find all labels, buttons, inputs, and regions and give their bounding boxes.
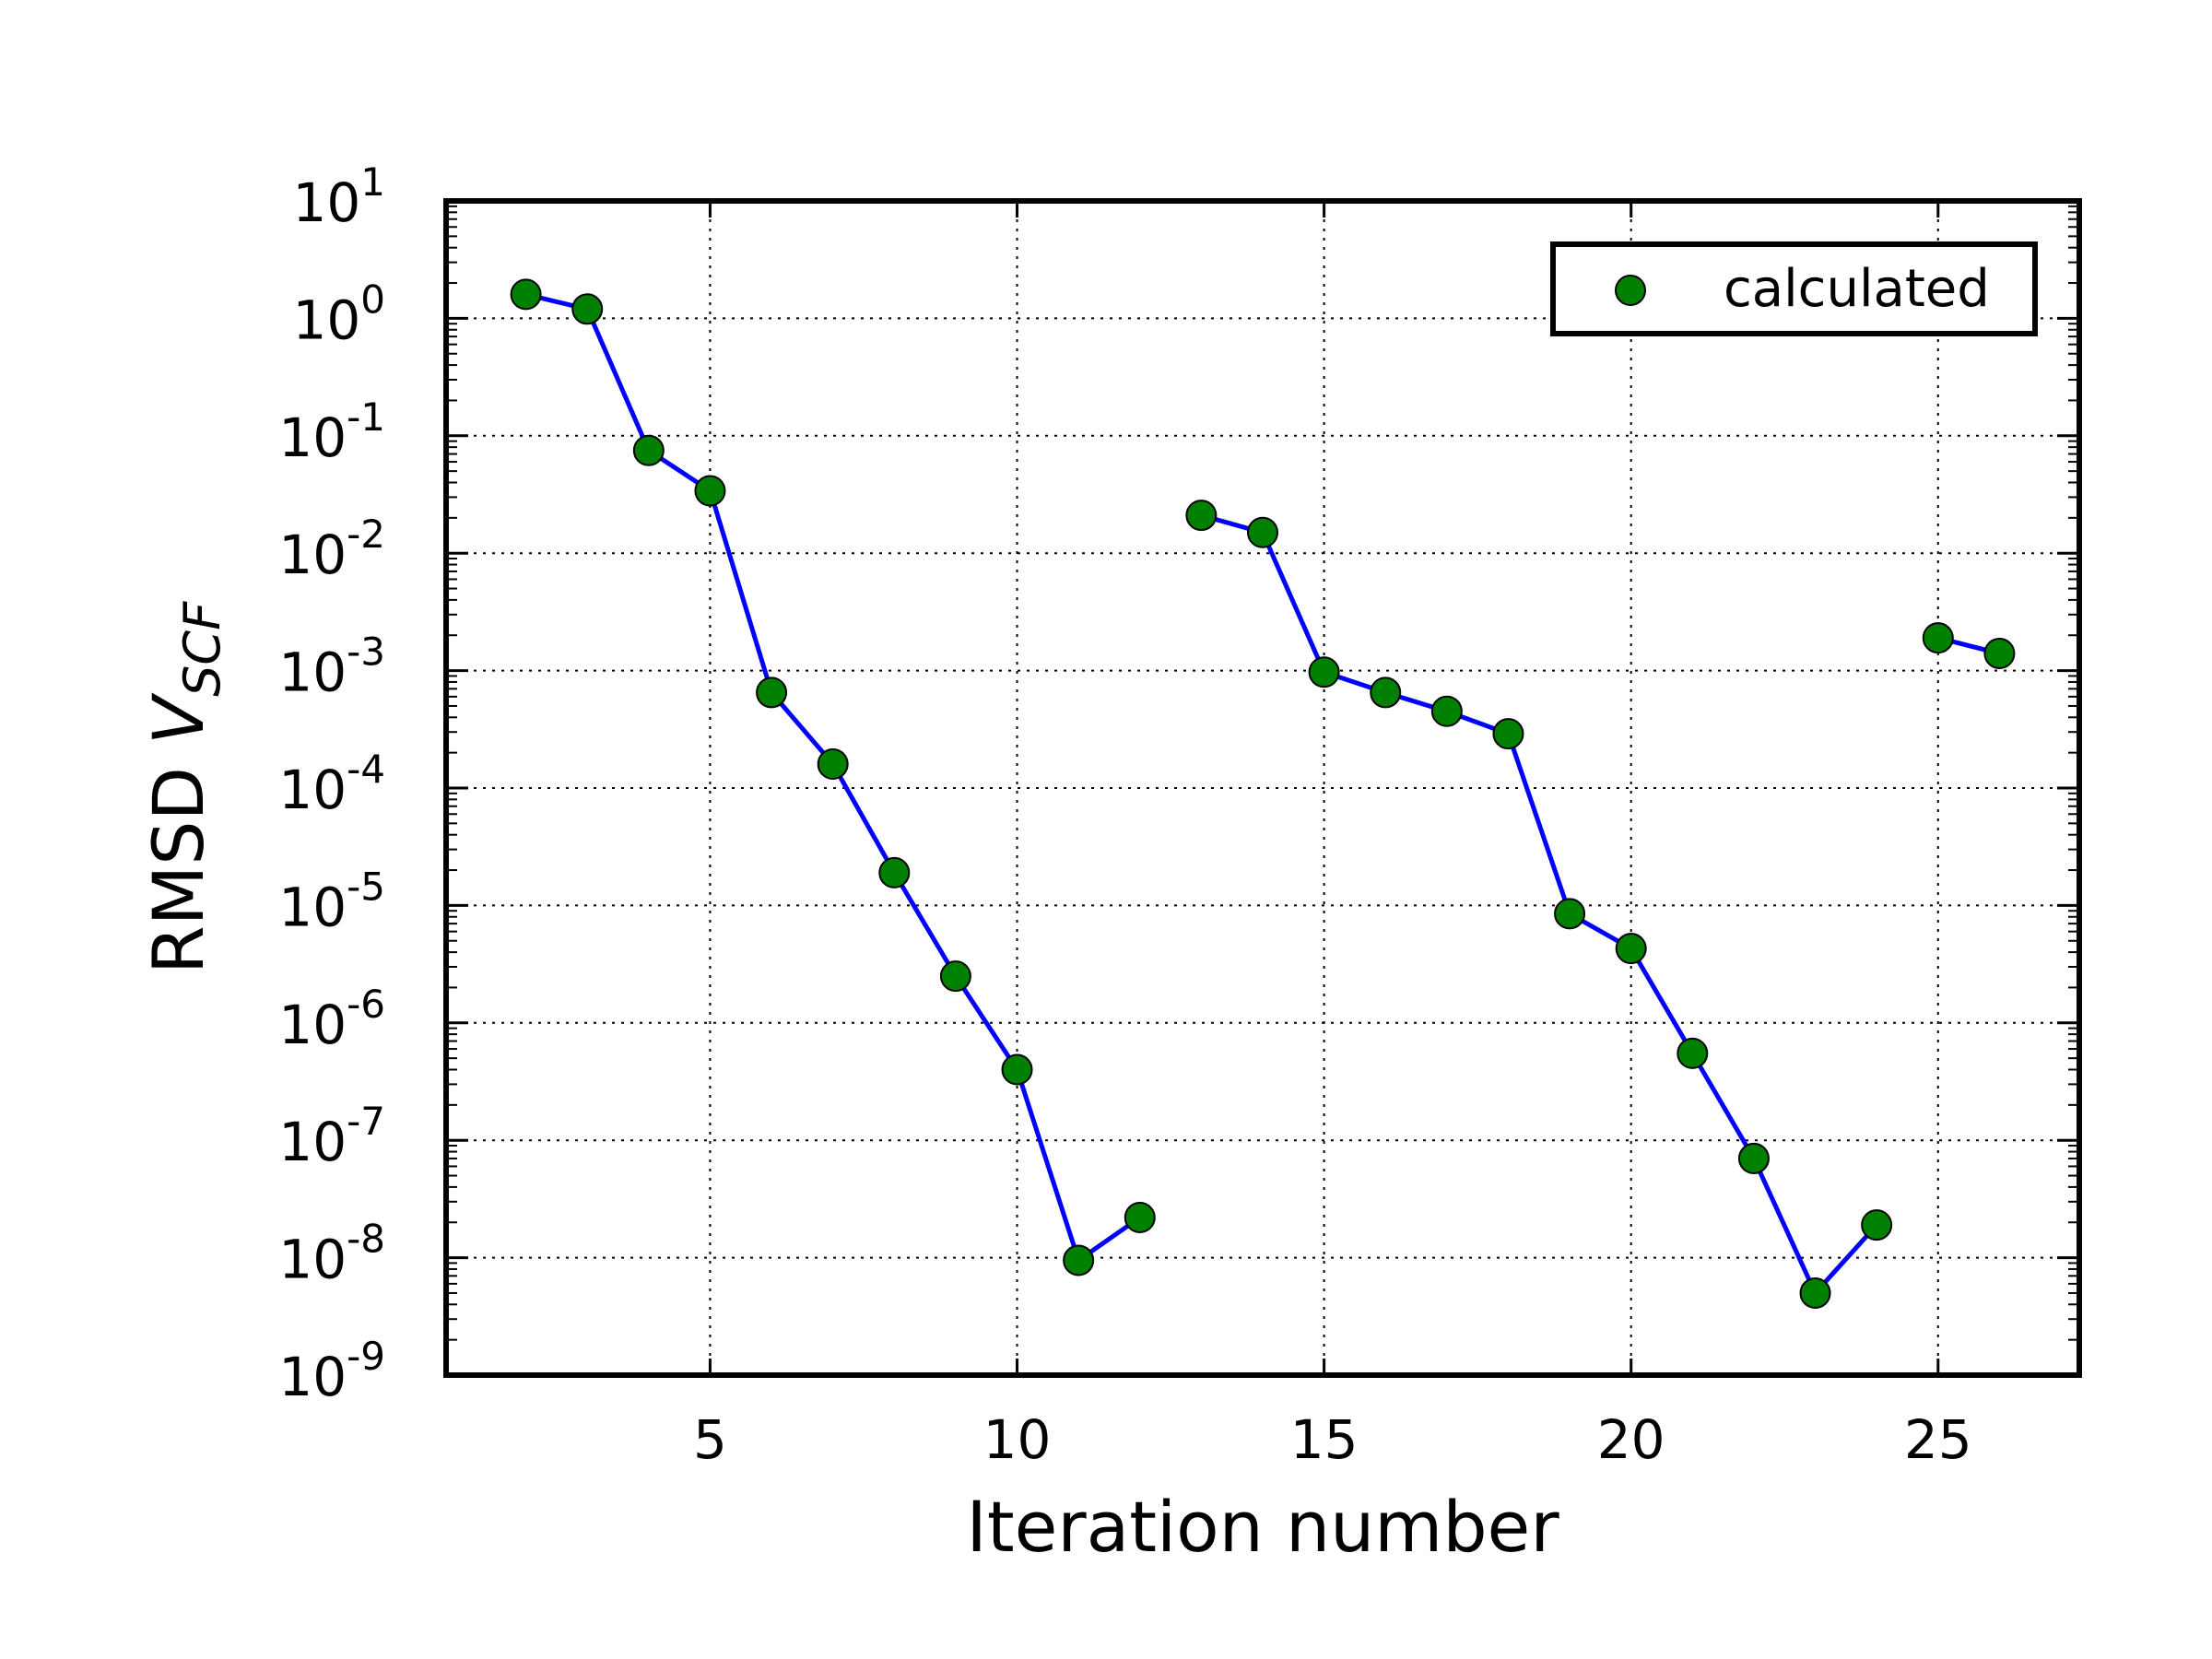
data-point <box>1615 933 1647 965</box>
x-tick-labels: 5 10 15 20 25 <box>693 1408 1972 1471</box>
data-point <box>878 856 911 888</box>
grid-lines <box>446 201 2079 1375</box>
data-point <box>1308 656 1340 688</box>
y-tick-label: 10-2 <box>278 512 385 586</box>
y-tick-label: 10-6 <box>278 982 385 1056</box>
data-point <box>510 278 542 311</box>
y-tick-label: 10-8 <box>278 1217 385 1291</box>
legend-marker <box>1615 275 1646 306</box>
x-tick-label: 25 <box>1904 1408 1972 1471</box>
plot-frame <box>443 198 2082 1378</box>
data-point <box>1185 500 1218 532</box>
data-point <box>1677 1037 1709 1069</box>
data-point <box>1430 695 1463 727</box>
legend-label: calculated <box>1724 259 1990 319</box>
data-point <box>1124 1201 1156 1233</box>
data-point <box>817 747 849 780</box>
data-point <box>1554 898 1586 930</box>
data-point <box>1370 677 1402 709</box>
data-point <box>939 960 971 993</box>
data-point <box>632 434 665 466</box>
legend: calculated <box>1550 241 2038 336</box>
data-point <box>1922 622 1954 654</box>
x-tick-label: 5 <box>693 1408 727 1471</box>
y-tick-labels: 10-9 10-8 10-7 10-6 10-5 10-4 10-3 10-2 10-1 100 1… <box>278 159 385 1408</box>
y-tick-label: 10-1 <box>278 394 385 469</box>
data-point <box>1737 1142 1770 1174</box>
y-axis-label-variable: V <box>137 692 219 745</box>
data-point <box>1492 718 1524 750</box>
minor-ticks <box>446 205 2079 1341</box>
data-point <box>1983 637 2016 669</box>
y-tick-label: 10-9 <box>278 1334 385 1408</box>
y-tick-label: 10-4 <box>278 747 385 821</box>
data-point <box>1001 1053 1033 1086</box>
data-point <box>694 475 726 507</box>
series-line-segment <box>1200 512 1879 1296</box>
y-tick-label: 10-7 <box>278 1099 385 1173</box>
series-lines <box>525 291 2001 1296</box>
y-tick-label: 10-5 <box>278 864 385 938</box>
y-axis-label-subscript: SCF <box>173 601 231 697</box>
data-point <box>1861 1209 1893 1241</box>
data-point <box>756 677 788 709</box>
x-tick-label: 15 <box>1290 1408 1359 1471</box>
data-point <box>1063 1244 1095 1277</box>
x-axis-label: Iteration number <box>966 1486 1559 1568</box>
y-tick-label: 101 <box>292 159 385 234</box>
data-point <box>1799 1277 1831 1309</box>
data-point <box>571 293 604 325</box>
data-point <box>1247 516 1278 548</box>
y-axis-label: RMSD VSCF <box>137 601 231 974</box>
y-axis-label-main: RMSD <box>137 745 219 974</box>
data-markers <box>510 278 2016 1309</box>
y-tick-label: 10-3 <box>278 629 385 704</box>
major-ticks <box>446 199 2079 1377</box>
x-tick-label: 10 <box>983 1408 1052 1471</box>
y-tick-label: 100 <box>292 276 385 351</box>
x-tick-label: 20 <box>1597 1408 1665 1471</box>
